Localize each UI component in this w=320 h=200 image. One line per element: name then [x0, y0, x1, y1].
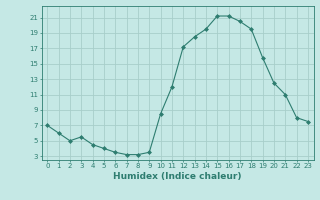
X-axis label: Humidex (Indice chaleur): Humidex (Indice chaleur): [113, 172, 242, 181]
